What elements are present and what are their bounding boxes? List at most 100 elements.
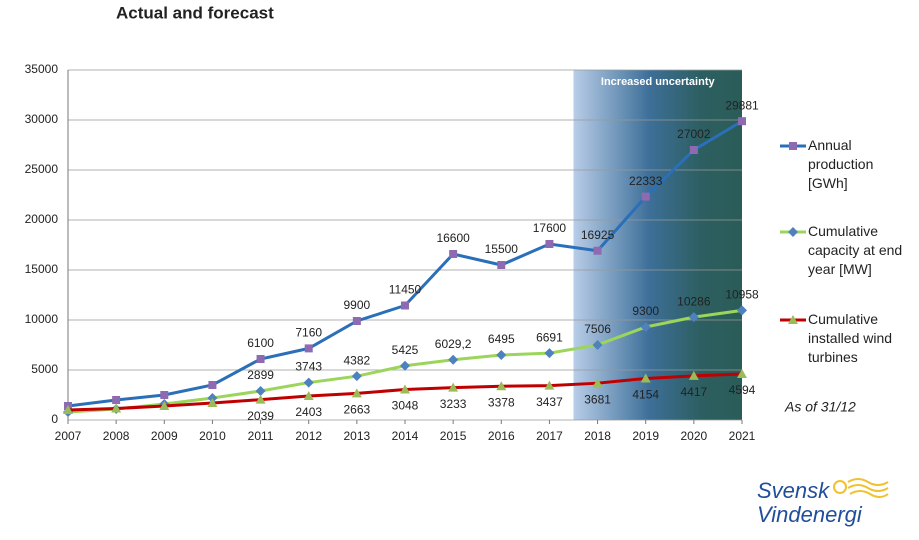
marker (401, 301, 409, 310)
data-label: 4154 (632, 388, 659, 402)
marker (738, 117, 746, 126)
data-label: 15500 (485, 242, 519, 256)
data-label: 4417 (681, 385, 708, 399)
legend-marker (788, 315, 798, 324)
marker (544, 380, 555, 390)
data-label: 11450 (389, 283, 422, 297)
marker (159, 401, 170, 410)
marker (255, 386, 266, 397)
data-label: 5425 (392, 343, 419, 357)
marker (592, 378, 603, 388)
data-label: 6495 (488, 332, 515, 346)
marker (352, 317, 361, 325)
x-tick-label: 2018 (584, 429, 611, 443)
marker (304, 344, 313, 353)
data-label: 10286 (677, 294, 711, 308)
marker (449, 250, 458, 258)
marker (63, 405, 73, 414)
data-label: 2039 (247, 409, 274, 423)
marker (303, 377, 314, 388)
data-label: 2403 (295, 405, 322, 419)
marker (592, 339, 603, 350)
x-tick-label: 2016 (488, 429, 515, 443)
y-tick-label: 0 (51, 412, 58, 426)
marker (448, 382, 459, 392)
data-label: 6100 (247, 336, 274, 350)
y-tick-label: 5000 (31, 362, 58, 376)
marker (641, 192, 650, 201)
data-label: 22333 (629, 174, 663, 188)
x-tick-label: 2020 (681, 429, 708, 443)
marker (737, 369, 747, 379)
data-label: 6691 (536, 330, 563, 344)
x-tick-label: 2017 (536, 429, 563, 443)
marker (689, 145, 698, 154)
marker (208, 381, 217, 389)
marker (112, 396, 121, 404)
data-label: 3378 (488, 395, 515, 409)
y-tick-label: 20000 (25, 212, 59, 226)
data-label: 7160 (295, 326, 322, 340)
data-label: 7506 (584, 322, 611, 336)
x-tick-label: 2021 (729, 429, 756, 443)
marker (688, 312, 699, 323)
marker (207, 398, 218, 407)
marker (303, 390, 314, 400)
data-label: 6029,2 (435, 337, 472, 351)
data-label: 3681 (584, 392, 611, 406)
data-label: 9900 (344, 298, 371, 312)
logo-text: Svensk (757, 478, 830, 503)
marker (400, 384, 410, 394)
logo-text: Vindenergi (757, 502, 863, 527)
x-tick-label: 2019 (632, 429, 659, 443)
marker (497, 261, 506, 269)
chart-title: Actual and forecast (116, 3, 274, 22)
region-label: Increased uncertainty (601, 76, 716, 88)
marker (448, 354, 459, 365)
marker (256, 355, 265, 363)
data-label: 3437 (536, 395, 563, 409)
data-label: 29881 (725, 98, 759, 112)
marker (351, 371, 362, 382)
data-label: 16925 (581, 228, 615, 242)
data-label: 2899 (247, 368, 274, 382)
x-tick-label: 2013 (344, 429, 371, 443)
x-tick-label: 2010 (199, 429, 226, 443)
marker (496, 350, 507, 361)
marker (255, 394, 266, 404)
x-tick-label: 2015 (440, 429, 467, 443)
marker (400, 360, 410, 371)
uncertainty-region (573, 70, 742, 420)
x-tick-label: 2011 (248, 429, 274, 443)
marker (544, 348, 555, 359)
legend-marker (788, 227, 798, 237)
y-tick-label: 35000 (25, 62, 59, 76)
data-label: 9300 (632, 304, 659, 318)
data-label: 4594 (729, 383, 756, 397)
legend-marker (789, 142, 797, 150)
x-tick-label: 2014 (392, 429, 419, 443)
marker (351, 388, 362, 398)
data-label: 17600 (533, 221, 567, 235)
marker (496, 381, 507, 391)
data-label: 4382 (344, 353, 371, 367)
legend-label: Cumulative installed wind turbines (808, 311, 893, 365)
data-label: 10958 (725, 288, 759, 302)
y-tick-label: 30000 (25, 112, 59, 126)
x-tick-label: 2012 (295, 429, 322, 443)
y-tick-label: 15000 (25, 262, 59, 276)
data-label: 3048 (392, 399, 419, 413)
data-label: 3233 (440, 397, 467, 411)
marker (640, 322, 651, 332)
marker (688, 370, 699, 380)
x-tick-label: 2008 (103, 429, 130, 443)
y-tick-label: 10000 (25, 312, 59, 326)
data-label: 27002 (677, 127, 711, 141)
y-tick-label: 25000 (25, 162, 59, 176)
x-tick-label: 2007 (55, 429, 82, 443)
marker (593, 246, 602, 255)
marker (737, 305, 747, 316)
legend-label: Annual production [GWh] (808, 137, 874, 191)
legend-label: Cumulative capacity at end year [MW] (808, 223, 903, 277)
